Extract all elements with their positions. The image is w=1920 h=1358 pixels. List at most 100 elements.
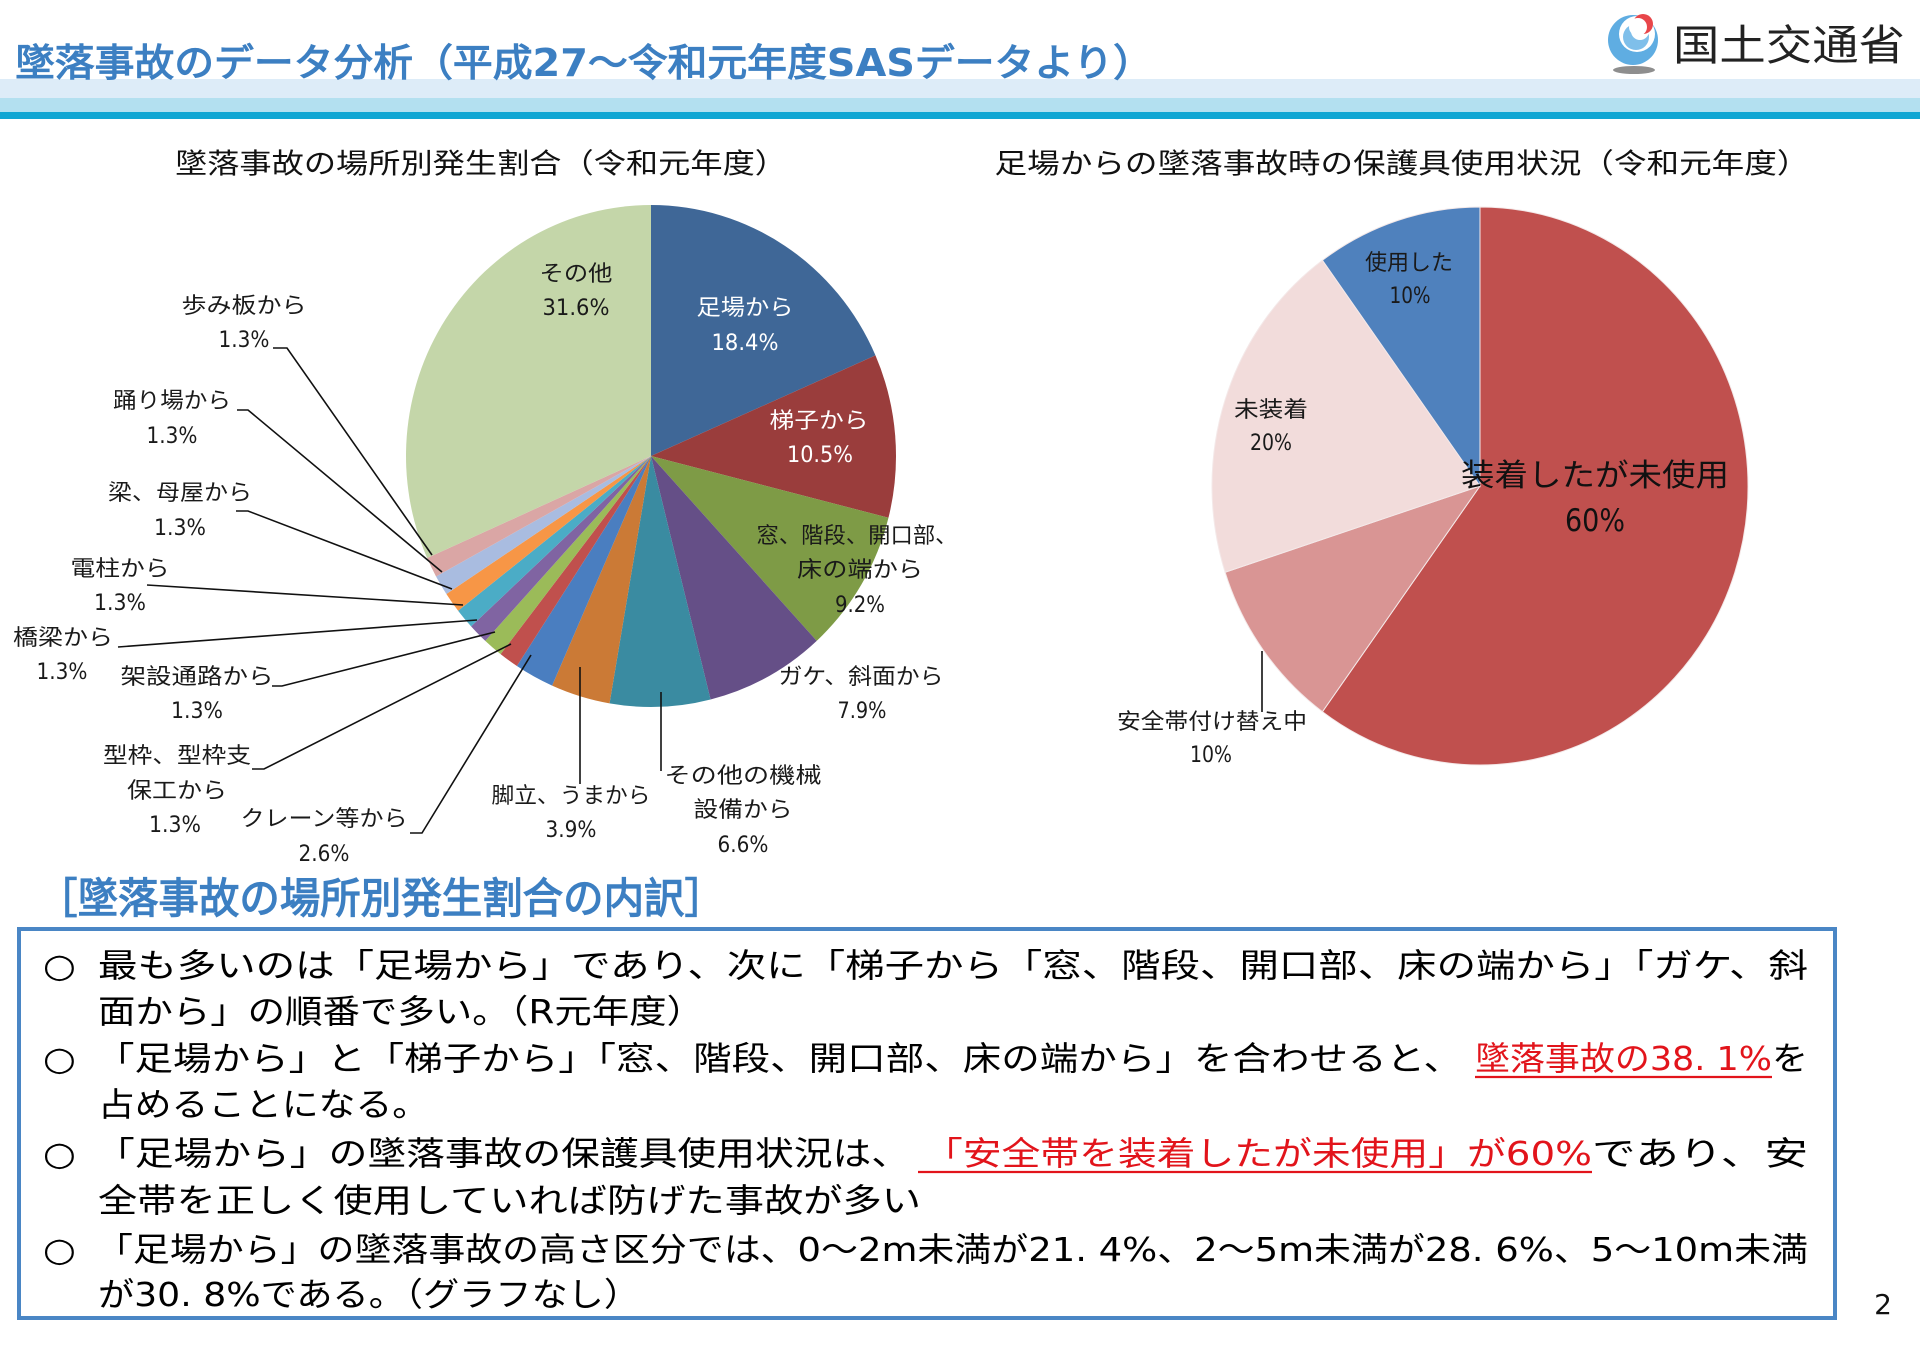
bullet-text: を — [1772, 1039, 1808, 1078]
slice-value-label: 2.6% — [299, 842, 350, 867]
slice-label: 歩み板から — [182, 294, 307, 319]
bullet-item: ○ 「足場から」の墜落事故の高さ区分では、0～2m未満が21. 4%、2～5m未… — [43, 1230, 1808, 1314]
chart-title: 足場からの墜落事故時の保護具使用状況（令和元年度） — [995, 147, 1810, 180]
summary-box-frame — [17, 927, 1837, 1320]
header: 墜落事故のデータ分析（平成27～令和元年度SASデータより） 国土交通省 — [0, 0, 1920, 119]
slice-label: 梯子から — [770, 409, 869, 434]
pie-slice — [427, 456, 651, 577]
bullet-marker: ○ — [43, 1039, 76, 1078]
pie-slice — [1211, 259, 1481, 573]
pie-slice — [1224, 485, 1482, 713]
bullet-item: ○ 「足場から」と「梯子から」「窓、階段、開口部、床の端から」を合わせると、 墜… — [43, 1039, 1808, 1124]
header-rule — [0, 112, 1920, 119]
logo-text: 国土交通省 — [1673, 21, 1905, 70]
slice-value-label: 6.6% — [718, 833, 769, 858]
slice-label: 使用した — [1365, 251, 1453, 276]
bullet-marker: ○ — [43, 1230, 76, 1269]
slice-label: 装着したが未使用 — [1461, 458, 1729, 494]
pie-slice — [516, 456, 651, 686]
bullet-marker: ○ — [43, 1134, 76, 1173]
slice-label: 橋梁から — [13, 626, 113, 651]
highlighted-text: 墜落事故の38. 1% — [1475, 1039, 1772, 1078]
slice-value-label: 60% — [1565, 503, 1625, 539]
pie-slice — [446, 456, 651, 611]
header-band-mid — [0, 98, 1920, 112]
slice-value-label: 1.3% — [171, 699, 223, 724]
section-heading: ［墜落事故の場所別発生割合の内訳］ — [37, 874, 725, 923]
pie-slice — [436, 456, 651, 595]
bullet-text: 「足場から」の墜落事故の保護具使用状況は、 — [96, 1134, 910, 1173]
bullet-marker: ○ — [43, 946, 76, 985]
slice-value-label: 9.2% — [835, 593, 885, 618]
location-pie-chart: 墜落事故の場所別発生割合（令和元年度） 足場から 18.4% 梯子から 10.5… — [13, 147, 958, 867]
slice-label: 型枠、型枠支 — [103, 744, 251, 769]
header-band-light — [0, 79, 1920, 98]
slice-value-label: 1.3% — [219, 328, 270, 353]
leader-line — [117, 619, 478, 648]
bullet-text: 占めることになる。 — [98, 1085, 429, 1124]
slice-value-label: 1.3% — [94, 591, 146, 616]
slice-value-label: 10.5% — [787, 443, 853, 468]
slice-label: 脚立、うまから — [492, 784, 651, 809]
leader-lines — [117, 347, 662, 834]
bullet-item: ○ 最も多いのは「足場から」であり、次に「梯子から「窓、階段、開口部、床の端から… — [43, 946, 1808, 1031]
bullet-text: 「足場から」の墜落事故の高さ区分では、0～2m未満が21. 4%、2～5m未満が… — [96, 1230, 1808, 1269]
slice-label: 梁、母屋から — [108, 481, 252, 506]
slice-label: ガケ、斜面から — [779, 665, 944, 690]
pie-slice — [1321, 206, 1481, 488]
leader-line — [272, 631, 496, 687]
slice-label: 窓、階段、開口部、 — [757, 524, 958, 549]
bullet-text: 面から」の順番で多い。（R元年度） — [98, 992, 704, 1031]
highlighted-text: 「安全帯を装着したが未使用」が60% — [924, 1134, 1592, 1173]
pie-slice — [552, 456, 651, 704]
slice-value-label: 3.9% — [546, 818, 597, 843]
slice-label: 足場から — [697, 296, 794, 321]
slice-label: 電柱から — [71, 557, 170, 582]
bullet-item: ○ 「足場から」の墜落事故の保護具使用状況は、 「安全帯を装着したが未使用」が6… — [43, 1134, 1808, 1220]
leader-line — [252, 643, 512, 770]
pie-slice — [1321, 206, 1749, 766]
pie-slice — [651, 205, 876, 456]
slice-labels: 装着したが未使用 60% 安全帯付け替え中 10% 未装着 20% 使用した 1… — [1117, 251, 1729, 768]
ministry-logo-icon — [1608, 14, 1658, 74]
pie-slice — [471, 456, 651, 641]
slice-label: 床の端から — [797, 558, 923, 583]
bullet-text: であり、安 — [1592, 1134, 1808, 1173]
bullet-text: 最も多いのは「足場から」であり、次に「梯子から「窓、階段、開口部、床の端から」「… — [98, 946, 1808, 985]
leader-line — [410, 654, 532, 834]
bullet-text: が30. 8%である。（グラフなし） — [98, 1275, 640, 1314]
page-number: 2 — [1874, 1288, 1892, 1321]
slice-label: その他 — [540, 262, 613, 287]
slice-value-label: 20% — [1250, 431, 1292, 456]
slice-value-label: 1.3% — [37, 660, 88, 685]
leader-line — [237, 409, 443, 573]
slice-labels: 足場から 18.4% 梯子から 10.5% 窓、階段、開口部、 床の端から 9.… — [13, 262, 958, 867]
slice-label: 保工から — [127, 779, 227, 804]
slice-value-label: 18.4% — [712, 331, 779, 356]
pie-slice — [609, 456, 711, 707]
slice-value-label: 7.9% — [838, 699, 887, 724]
pie-slices — [406, 205, 896, 707]
slice-label: 安全帯付け替え中 — [1117, 710, 1307, 735]
leader-line — [236, 510, 453, 590]
slice-value-label: 1.3% — [154, 516, 206, 541]
summary-box: ○ 最も多いのは「足場から」であり、次に「梯子から「窓、階段、開口部、床の端から… — [17, 927, 1837, 1320]
pie-slice — [651, 456, 817, 700]
slice-value-label: 10% — [1190, 743, 1232, 768]
leader-line — [273, 347, 433, 556]
pie-slice — [651, 355, 896, 518]
leader-line — [146, 584, 464, 606]
slice-label: 設備から — [694, 798, 793, 823]
protective-gear-pie-chart: 足場からの墜落事故時の保護具使用状況（令和元年度） 装着したが未使用 60% 安… — [995, 147, 1810, 768]
slice-label: 架設通路から — [121, 665, 274, 690]
pie-slice — [485, 456, 651, 655]
page-title: 墜落事故のデータ分析（平成27～令和元年度SASデータより） — [15, 41, 1153, 85]
slice-value-label: 10% — [1390, 284, 1431, 309]
bullet-text: 「足場から」と「梯子から」「窓、階段、開口部、床の端から」を合わせると、 — [96, 1039, 1462, 1078]
chart-title: 墜落事故の場所別発生割合（令和元年度） — [175, 147, 787, 180]
slice-label: クレーン等から — [241, 807, 408, 832]
slice-label: 踊り場から — [113, 389, 231, 414]
slice-label: 未装着 — [1234, 398, 1308, 423]
header-background — [0, 0, 1920, 79]
